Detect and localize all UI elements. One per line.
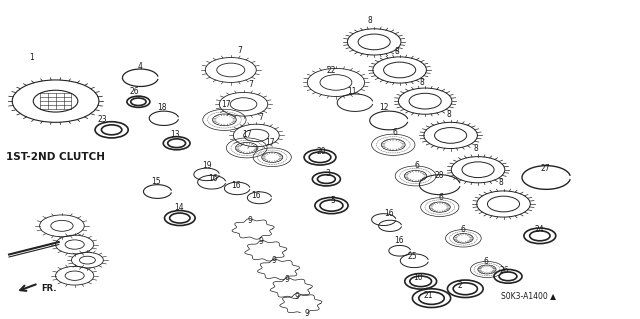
Text: 9: 9 [248,216,252,225]
Text: 16: 16 [252,191,261,200]
Text: 19: 19 [202,161,211,170]
Text: 9: 9 [305,308,310,318]
Text: FR.: FR. [41,284,56,293]
Text: 8: 8 [420,78,424,87]
Text: 17: 17 [221,100,230,109]
Text: 13: 13 [170,130,180,139]
Text: 15: 15 [151,177,161,186]
Text: 9: 9 [259,237,264,246]
Text: 7: 7 [237,46,242,55]
Text: S0K3-A1400 ▲: S0K3-A1400 ▲ [500,291,556,300]
Text: 4: 4 [138,62,143,71]
Text: 16: 16 [208,174,218,183]
Text: 27: 27 [541,164,550,173]
Text: 26: 26 [129,87,139,96]
Text: 6: 6 [392,129,397,137]
Text: 9: 9 [284,275,289,284]
Text: 16: 16 [231,182,241,190]
Text: 6: 6 [415,160,419,169]
Text: 11: 11 [347,87,356,96]
Text: 2: 2 [458,280,463,290]
Text: 7: 7 [259,113,263,122]
Text: 26: 26 [500,266,509,275]
Text: 9: 9 [294,293,300,301]
Text: 9: 9 [272,256,276,265]
Text: 8: 8 [499,178,503,187]
Text: 14: 14 [173,203,183,212]
Text: 23: 23 [97,115,107,124]
Text: 1ST-2ND CLUTCH: 1ST-2ND CLUTCH [6,152,106,162]
Text: 6: 6 [483,257,488,266]
Text: 21: 21 [424,291,433,300]
Text: 8: 8 [473,144,478,153]
Text: 6: 6 [460,225,465,234]
Text: 8: 8 [446,110,451,119]
Text: 6: 6 [438,193,444,202]
Text: 1: 1 [29,53,35,62]
Text: 8: 8 [367,16,372,25]
Text: 17: 17 [242,130,252,139]
Text: 18: 18 [157,103,166,113]
Text: 8: 8 [394,47,399,56]
Text: 17: 17 [266,138,275,147]
Text: 16: 16 [385,209,394,218]
Text: 16: 16 [394,236,404,245]
Text: 5: 5 [330,196,335,205]
Text: 10: 10 [413,273,423,282]
Text: 25: 25 [408,252,417,261]
Text: 22: 22 [326,66,335,75]
Text: 7: 7 [249,80,253,89]
Text: 24: 24 [534,225,544,234]
Text: 20: 20 [316,146,326,156]
Text: 12: 12 [379,103,388,113]
Text: 3: 3 [325,169,330,178]
Text: 28: 28 [435,171,444,181]
